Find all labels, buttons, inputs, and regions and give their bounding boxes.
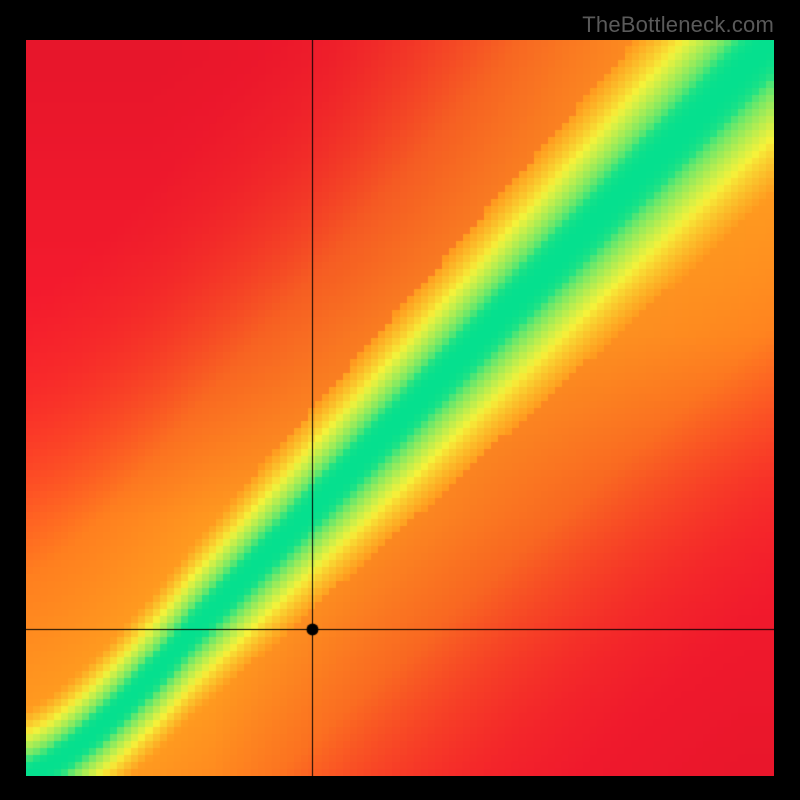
watermark-text: TheBottleneck.com: [582, 12, 774, 38]
chart-container: TheBottleneck.com: [0, 0, 800, 800]
bottleneck-heatmap: [26, 40, 774, 776]
